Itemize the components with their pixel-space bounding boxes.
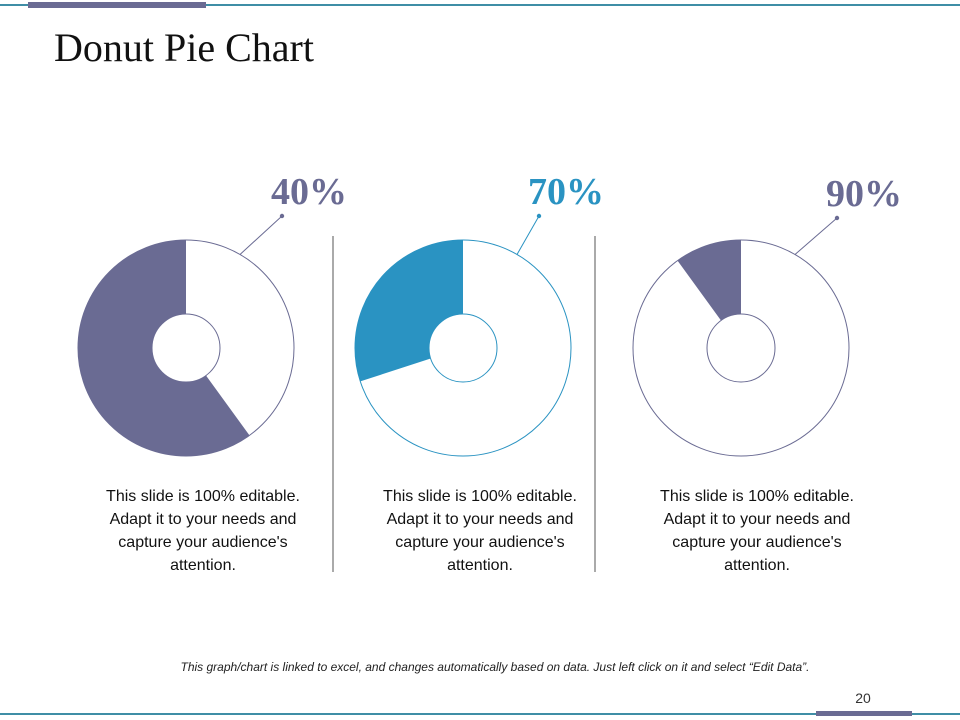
page-title: Donut Pie Chart: [54, 25, 314, 70]
donut-segment-1: [78, 240, 250, 456]
bottom-rule: [0, 713, 960, 715]
page-number: 20: [855, 690, 871, 706]
leader-line-2: [516, 215, 540, 255]
leader-line-1: [239, 215, 283, 255]
top-accent-bar: [28, 2, 206, 8]
first-percentage-label: 40%: [271, 171, 347, 213]
donut-hole-1: [151, 313, 221, 383]
bottom-accent-bar: [816, 711, 912, 716]
footnote: This graph/chart is linked to excel, and…: [180, 660, 810, 674]
leader-dot-3: [834, 215, 840, 221]
leader-line-3: [794, 217, 838, 255]
chart-caption-1: This slide is 100% editable. Adapt it to…: [106, 488, 300, 574]
donut-hole-3: [706, 313, 776, 383]
donut-hole-2: [428, 313, 498, 383]
top-rule: [0, 4, 960, 6]
second-percentage-label: 70%: [528, 171, 604, 213]
donut-segment-3: [677, 240, 741, 321]
leader-dot-2: [536, 213, 542, 219]
leader-dot-1: [279, 213, 285, 219]
third-percentage-label: 90%: [826, 173, 902, 215]
donut-segment-2: [354, 240, 463, 382]
chart-caption-2: This slide is 100% editable. Adapt it to…: [383, 488, 577, 574]
chart-caption-3: This slide is 100% editable. Adapt it to…: [660, 488, 854, 574]
